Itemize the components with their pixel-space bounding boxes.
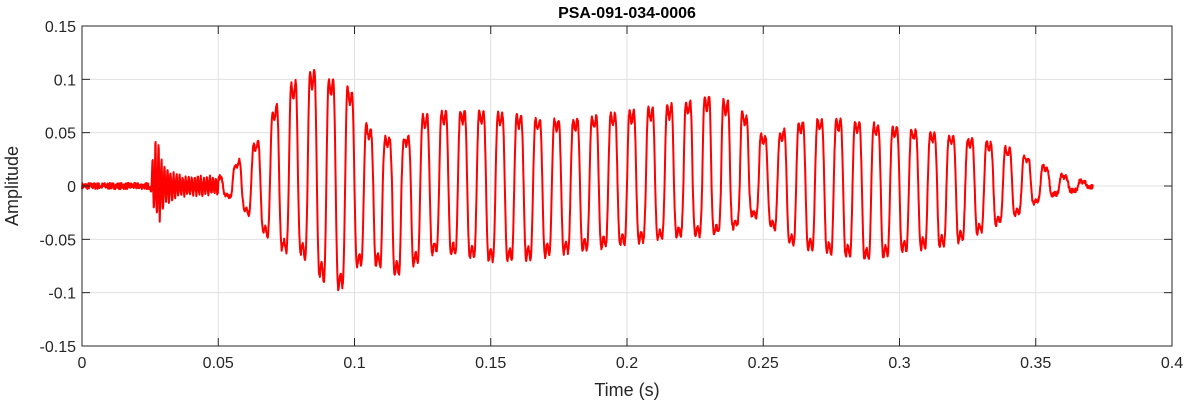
plot-content (81, 68, 1094, 292)
y-tick-label: 0 (67, 179, 76, 196)
y-tick-label: 0.05 (45, 126, 76, 143)
y-tick-label: 0.1 (54, 72, 76, 89)
x-tick-label: 0.1 (343, 355, 365, 372)
x-tick-label: 0.4 (1161, 355, 1183, 372)
y-tick-label: -0.15 (40, 339, 77, 356)
y-tick-label: -0.05 (40, 232, 77, 249)
tick-labels: 0 0.05 0.1 0.15 0.2 0.25 0.3 0.35 0.4 -0.15 -0.1 -0… (40, 19, 1184, 372)
x-tick-label: 0 (78, 355, 87, 372)
ticks (81, 25, 1173, 347)
x-tick-label: 0.05 (203, 355, 234, 372)
x-tick-label: 0.25 (748, 355, 779, 372)
x-tick-label: 0.3 (888, 355, 910, 372)
x-axis-label: Time (s) (594, 380, 659, 400)
y-tick-label: 0.15 (45, 19, 76, 36)
y-axis-label: Amplitude (2, 146, 22, 226)
chart-title: PSA-091-034-0006 (558, 5, 696, 22)
x-tick-label: 0.2 (616, 355, 638, 372)
waveform-series-line (81, 68, 1094, 292)
x-tick-label: 0.35 (1020, 355, 1051, 372)
y-tick-label: -0.1 (48, 286, 76, 303)
x-tick-label: 0.15 (475, 355, 506, 372)
